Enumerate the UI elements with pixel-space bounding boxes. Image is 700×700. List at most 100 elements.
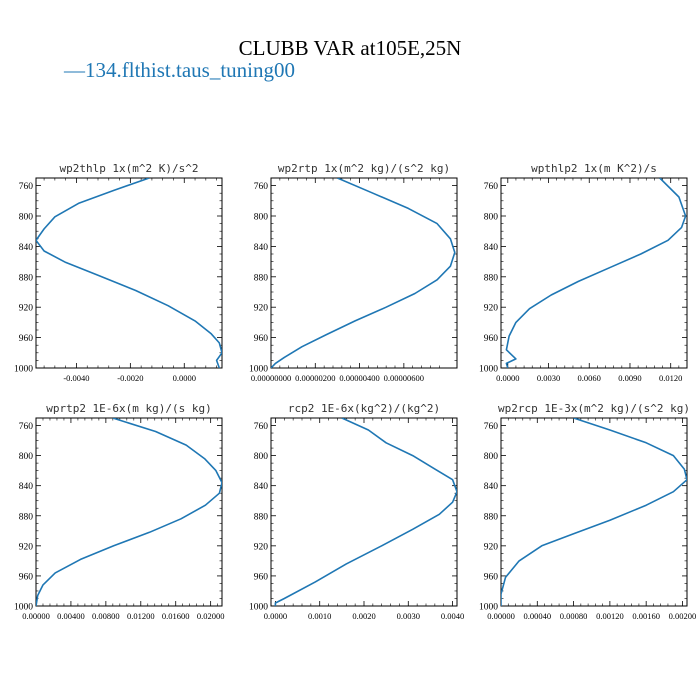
x-tick-label: -0.0040 [63, 373, 89, 383]
series-line [36, 178, 222, 368]
y-tick-label: 840 [254, 482, 269, 492]
y-tick-label: 960 [19, 334, 34, 344]
plot-frame [270, 177, 458, 369]
y-tick-label: 880 [19, 512, 34, 522]
y-tick-label: 840 [19, 482, 34, 492]
plot-frame [500, 177, 688, 369]
y-tick-label: 760 [19, 422, 34, 432]
y-tick-label: 760 [484, 182, 499, 192]
x-tick-label: 0.01600 [162, 611, 190, 621]
y-tick-label: 760 [19, 182, 34, 192]
plot-frame [270, 417, 458, 607]
series-line [271, 178, 456, 368]
x-tick-label: 0.00120 [596, 611, 624, 621]
legend: —134.flthist.taus_tuning00 [64, 58, 295, 83]
x-tick-label: 0.00000400 [339, 373, 379, 383]
panel-title: wp2rtp 1x(m^2 kg)/(s^2 kg) [278, 162, 450, 175]
series-line [274, 418, 457, 606]
panel-3: wpthlp2 1x(m K^2)/s 760 800 840 880 920 960 100… [479, 162, 688, 383]
y-tick-label: 800 [254, 213, 269, 223]
y-tick-label: 760 [484, 422, 499, 432]
y-tick-label: 800 [19, 213, 34, 223]
panel-title: wprtp2 1E-6x(m kg)/(s kg) [46, 402, 212, 415]
panel-5: rcp2 1E-6x(kg^2)/(kg^2) 760 800 840 880 920 96… [249, 402, 464, 621]
panel-1: wp2thlp 1x(m^2 K)/s^2 760 800 840 880 920 960 1… [14, 162, 223, 383]
x-tick-label: 0.0020 [352, 611, 375, 621]
panel-title: wp2thlp 1x(m^2 K)/s^2 [59, 162, 198, 175]
y-tick-label: 960 [19, 572, 34, 582]
x-tick-label: 0.00800 [92, 611, 120, 621]
panel-title: wp2rcp 1E-3x(m^2 kg)/(s^2 kg) [498, 402, 690, 415]
x-tick-label: 0.00000000 [251, 373, 291, 383]
series-line [36, 418, 222, 606]
series-line [505, 178, 687, 368]
y-tick-label: 920 [254, 542, 269, 552]
x-tick-label: 0.0030 [537, 373, 560, 383]
x-tick-label: 0.0000 [264, 611, 287, 621]
x-tick-label: 0.0010 [308, 611, 331, 621]
x-tick-label: 0.0000 [496, 373, 519, 383]
x-tick-label: 0.00040 [523, 611, 551, 621]
legend-label: 134.flthist.taus_tuning00 [85, 58, 295, 82]
plot-frame [35, 177, 223, 369]
y-tick-label: 800 [484, 452, 499, 462]
y-tick-label: 880 [484, 512, 499, 522]
y-tick-label: 960 [254, 572, 269, 582]
panel-6: wp2rcp 1E-3x(m^2 kg)/(s^2 kg) 760 800 840 88… [479, 402, 696, 621]
x-tick-label: 0.0000 [173, 373, 196, 383]
x-tick-label: 0.00000 [487, 611, 515, 621]
y-tick-label: 1000 [14, 365, 33, 375]
x-tick-label: 0.00200 [669, 611, 697, 621]
x-tick-label: 0.01200 [127, 611, 155, 621]
plot-frame [35, 417, 223, 607]
x-tick-label: 0.0120 [659, 373, 682, 383]
y-tick-label: 960 [254, 334, 269, 344]
y-tick-label: 840 [19, 243, 34, 253]
y-tick-label: 760 [254, 182, 269, 192]
y-tick-label: 840 [484, 243, 499, 253]
plot-frame [500, 417, 688, 607]
y-tick-label: 880 [19, 273, 34, 283]
series-line [501, 418, 687, 606]
y-tick-label: 1000 [479, 365, 498, 375]
y-tick-label: 920 [19, 304, 34, 314]
x-tick-label: 0.00400 [57, 611, 85, 621]
x-tick-label: -0.0020 [117, 373, 143, 383]
y-tick-label: 920 [254, 304, 269, 314]
x-tick-label: 0.0090 [618, 373, 641, 383]
x-tick-label: 0.02000 [197, 611, 225, 621]
y-tick-label: 880 [254, 512, 269, 522]
x-tick-label: 0.00160 [632, 611, 660, 621]
x-tick-label: 0.00000200 [295, 373, 335, 383]
y-tick-label: 880 [254, 273, 269, 283]
y-tick-label: 800 [484, 213, 499, 223]
y-tick-label: 920 [484, 542, 499, 552]
y-tick-label: 1000 [14, 603, 33, 613]
panel-title: wpthlp2 1x(m K^2)/s [531, 162, 657, 175]
chart-title: CLUBB VAR at105E,25N [238, 36, 462, 60]
y-tick-label: 920 [484, 304, 499, 314]
y-tick-label: 880 [484, 273, 499, 283]
y-tick-label: 800 [19, 452, 34, 462]
y-tick-label: 800 [254, 452, 269, 462]
y-tick-label: 960 [484, 572, 499, 582]
y-tick-label: 760 [254, 422, 269, 432]
y-tick-label: 840 [484, 482, 499, 492]
panel-4: wprtp2 1E-6x(m kg)/(s kg) 760 800 840 880 920… [14, 402, 224, 621]
y-tick-label: 1000 [249, 603, 268, 613]
x-tick-label: 0.00000600 [384, 373, 424, 383]
x-tick-label: 0.0040 [441, 611, 464, 621]
y-tick-label: 920 [19, 542, 34, 552]
y-tick-label: 960 [484, 334, 499, 344]
y-tick-label: 840 [254, 243, 269, 253]
y-tick-label: 1000 [249, 365, 268, 375]
x-tick-label: 0.00080 [560, 611, 588, 621]
y-tick-label: 1000 [479, 603, 498, 613]
legend-marker: — [64, 58, 85, 82]
panel-title: rcp2 1E-6x(kg^2)/(kg^2) [288, 402, 440, 415]
x-tick-label: 0.00000 [22, 611, 50, 621]
x-tick-label: 0.0060 [578, 373, 601, 383]
x-tick-label: 0.0030 [397, 611, 420, 621]
panel-2: wp2rtp 1x(m^2 kg)/(s^2 kg) 760 800 840 880 92… [249, 162, 458, 383]
